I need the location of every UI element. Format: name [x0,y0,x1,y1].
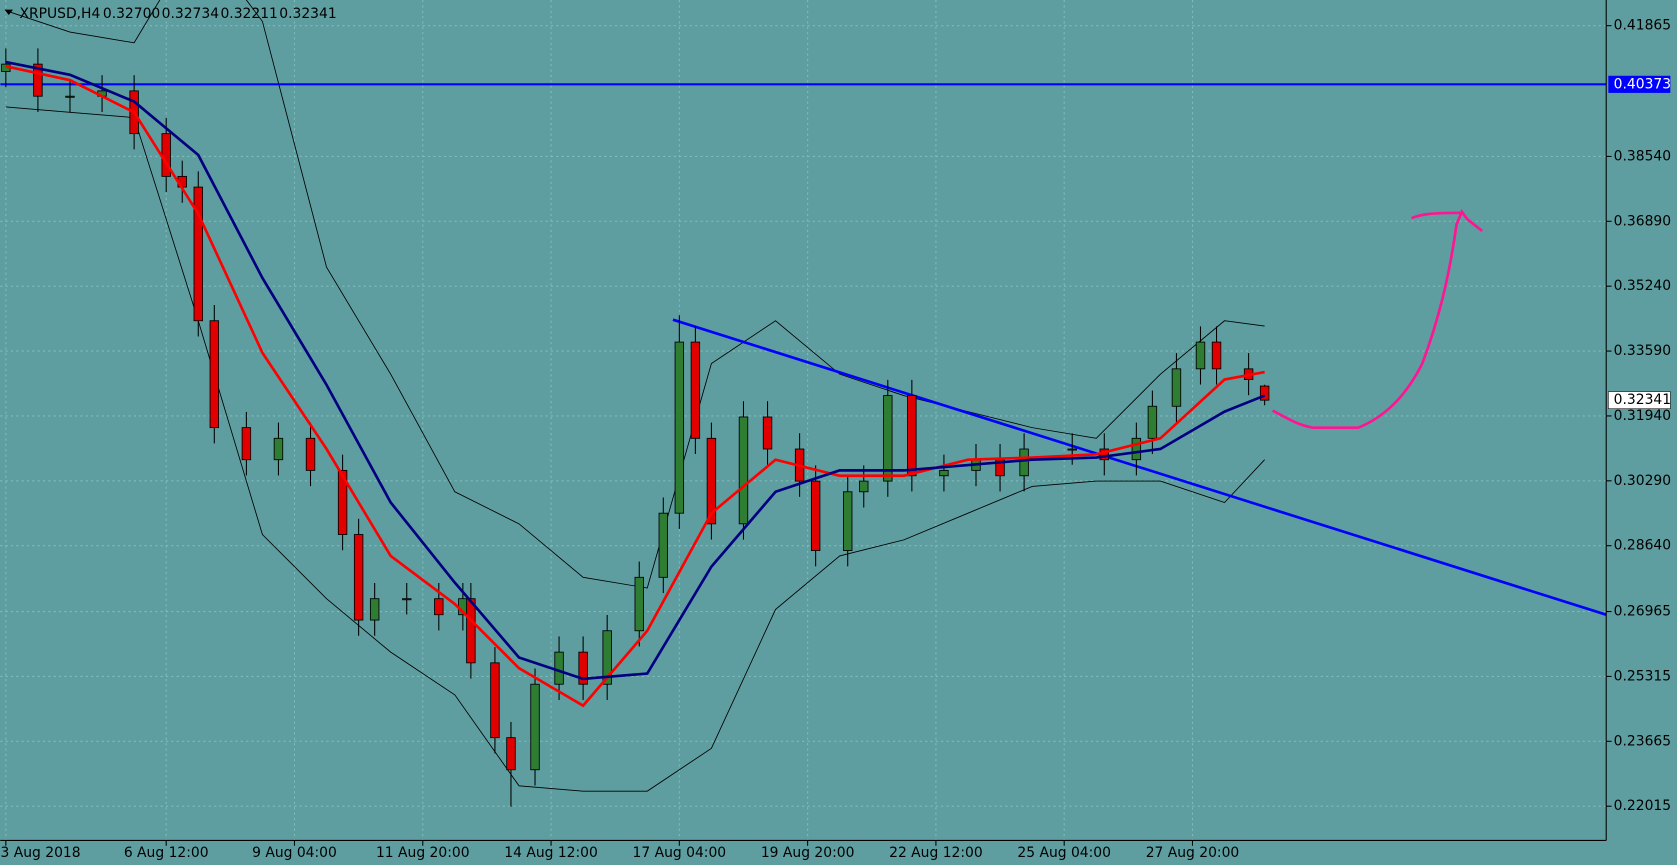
y-tick-label: 0.22015 [1614,798,1671,814]
price-label: 0.32341 [1614,392,1671,408]
y-tick-label: 0.41865 [1614,18,1671,34]
candle-body [843,491,853,552]
x-tick-label: 14 Aug 12:00 [504,845,598,861]
candle-body [273,437,284,461]
candle-body [1171,368,1182,407]
x-tick-label: 17 Aug 04:00 [633,845,727,861]
candle-body [810,480,821,552]
candle-body [193,186,203,322]
x-tick-label: 27 Aug 20:00 [1146,845,1240,861]
level-label-box [1608,75,1671,93]
hand-drawing [1411,211,1463,220]
level-label: 0.40373 [1614,76,1671,92]
candle-body [337,469,348,535]
axes: 0.41865 0.38540 0.36890 0.35240 0.33590 0.319… [0,18,1671,862]
candle-body [530,683,540,771]
candle-body [674,341,685,514]
candle-body [1147,405,1158,439]
candle-body [1131,437,1142,461]
x-tick-label: 22 Aug 12:00 [889,845,983,861]
ma_slow [5,60,1266,681]
candle-body [690,341,701,439]
candle-body [602,630,612,685]
candle-body [578,651,588,685]
y-tick-label: 0.33590 [1614,343,1671,359]
x-tick-label: 25 Aug 04:00 [1017,845,1111,861]
candle-body [859,480,869,493]
plot-area [0,0,1607,807]
candle-body [1211,341,1222,370]
ohlc-close: 0.32341 [279,6,336,22]
y-tick-label: 0.35240 [1614,278,1671,294]
menu-triangle [4,9,14,15]
candle-body [706,437,717,525]
candle-body [1067,448,1077,451]
y-tick-label: 0.28640 [1614,538,1671,554]
candle-body [1195,341,1206,370]
symbol: XRPUSD,H4 [19,6,100,22]
candle-body [658,512,669,578]
y-tick-label: 0.25315 [1614,668,1671,684]
trendline [672,318,1607,616]
candle-body [209,320,220,429]
bb_upper [5,0,1265,589]
y-tick-label: 0.31940 [1614,408,1671,424]
candle-body [939,469,949,477]
candle-body [762,416,773,450]
x-tick-label: 11 Aug 20:00 [376,845,470,861]
y-tick-label: 0.30290 [1614,473,1671,489]
y-tick-label: 0.36890 [1614,213,1671,229]
candle-body [434,598,444,616]
candle-body [402,598,412,601]
bb_lower [5,106,1265,792]
hand-drawing [1271,208,1483,430]
candle-body [353,534,364,621]
candle-body [1019,448,1029,477]
y-tick-label: 0.26965 [1614,604,1671,620]
ohlc-high: 0.32734 [162,6,220,22]
x-tick-label: 9 Aug 04:00 [252,845,337,861]
ohlc-low: 0.32211 [220,6,277,22]
candle-body [1259,385,1270,401]
candle-body [241,427,252,461]
candle-body [65,95,75,98]
candle-body [466,598,476,664]
x-tick-label: 3 Aug 2018 [0,845,80,861]
candle-body [634,576,644,632]
candle-body [883,395,893,482]
candle-body [33,63,43,97]
y-tick-label: 0.38540 [1614,148,1671,164]
x-tick-label: 6 Aug 12:00 [124,845,209,861]
candle-body [506,737,516,771]
x-tick-label: 19 Aug 20:00 [761,845,855,861]
y-tick-label: 0.23665 [1614,733,1671,749]
candle-body [305,437,316,471]
ma_fast [5,64,1265,708]
candle-body [490,662,500,739]
candle-body [907,395,917,477]
candle-body [738,416,749,525]
candle-body [369,598,380,621]
price-label-box [1608,391,1671,409]
candle-body [554,651,564,685]
ohlc-open: 0.32700 [103,6,160,22]
